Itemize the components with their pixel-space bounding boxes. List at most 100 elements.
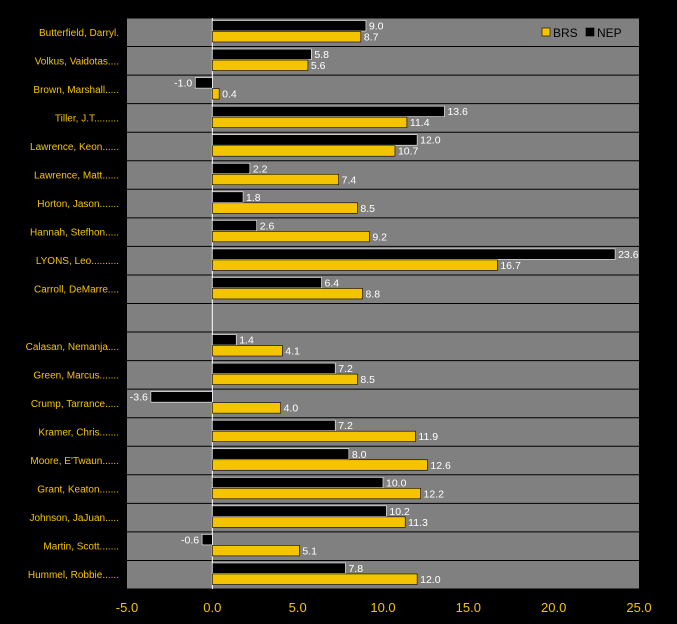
brs-value-label-horton-jason: 8.5 (360, 203, 375, 215)
nep-value-label-kramer-chris: 7.2 (338, 420, 353, 432)
nep-bar-horton-jason (212, 191, 244, 203)
nep-bar-lawrence-matt (212, 162, 251, 175)
legend: BRS NEP (533, 23, 633, 41)
brs-value-label-lawrence-matt: 7.4 (342, 174, 357, 186)
brs-value-label-moore-e-twaun: 12.6 (430, 460, 451, 472)
player-labels-group: Butterfield, Darryl. Volkus, Vaidotas....… (26, 28, 119, 581)
x-tick-label-25neg-0: 25.0 (626, 600, 651, 615)
player-label-butterfield-darryl: Butterfield, Darryl. (39, 28, 119, 39)
player-label-tiller-j-t: Tiller, J.T......... (55, 113, 119, 124)
player-label-volkus-vaidotas: Volkus, Vaidotas.... (35, 56, 119, 67)
x-tick-labels-group: -5.0 0.0 5.0 10.0 15.0 20.0 25.0 (116, 600, 652, 615)
nep-value-label-martin-scott: -0.6 (181, 534, 199, 546)
player-label-lawrence-matt: Lawrence, Matt...... (34, 171, 119, 182)
brs-value-label-kramer-chris: 11.9 (418, 431, 438, 443)
brs-value-label-hummel-robbie: 12.0 (420, 574, 441, 586)
player-label-carroll-demarre: Carroll, DeMarre.... (34, 285, 119, 296)
nep-value-label-grant-keaton: 10.0 (386, 477, 407, 489)
nep-bar-hummel-robbie (212, 562, 346, 574)
nep-value-label-lawrence-keon: 12.0 (420, 135, 441, 147)
legend-label-brs: BRS (553, 26, 578, 40)
nep-bar-kramer-chris (212, 419, 336, 432)
brs-bar-carroll-demarre (212, 288, 363, 300)
nep-value-label-crump-tarrance: -3.6 (130, 392, 148, 404)
nep-bar-hannah-stefhon (212, 220, 258, 232)
brs-value-label-tiller-j-t: 11.4 (410, 117, 430, 129)
brs-bar-hummel-robbie (212, 573, 418, 585)
nep-bar-carroll-demarre (212, 277, 322, 289)
nep-value-label-horton-jason: 1.8 (246, 192, 261, 204)
brs-bar-green-marcus (212, 373, 358, 385)
brs-bar-kramer-chris (212, 430, 416, 443)
brs-value-label-calasan-nemanja: 4.1 (285, 346, 300, 358)
nep-value-label-lyons-leo: 23.6 (618, 249, 639, 261)
nep-value-label-butterfield-darryl: 9.0 (369, 21, 384, 33)
nep-value-label-hummel-robbie: 7.8 (348, 563, 363, 575)
brs-value-label-crump-tarrance: 4.0 (284, 403, 299, 415)
brs-bar-lyons-leo (212, 259, 498, 271)
x-tick-label-10neg-0: 10.0 (370, 600, 395, 615)
nep-bar-butterfield-darryl (212, 20, 367, 32)
nep-bar-volkus-vaidotas (212, 48, 312, 60)
nep-value-label-calasan-nemanja: 1.4 (239, 335, 254, 347)
bars-group (150, 20, 616, 585)
nep-bar-crump-tarrance (150, 391, 213, 403)
brs-value-label-lawrence-keon: 10.7 (398, 146, 419, 158)
brs-bar-horton-jason (212, 202, 358, 214)
brs-value-label-volkus-vaidotas: 5.6 (311, 60, 326, 72)
player-label-green-marcus: Green, Marcus....... (33, 370, 119, 381)
nep-bar-martin-scott (201, 534, 213, 546)
brs-value-label-carroll-demarre: 8.8 (366, 288, 381, 300)
brs-value-label-hannah-stefhon: 9.2 (372, 231, 387, 243)
brs-value-label-johnson-jajuan: 11.3 (408, 517, 428, 529)
gridlines (127, 17, 639, 590)
value-labels-group: 9.08.75.85.6-1.00.413.611.412.010.72.27.… (130, 21, 639, 586)
nep-bar-johnson-jajuan (212, 505, 387, 517)
player-label-grant-keaton: Grant, Keaton....... (37, 485, 119, 496)
brs-value-label-grant-keaton: 12.2 (424, 488, 445, 500)
x-tick-label-5neg-0: 5.0 (289, 600, 307, 615)
brs-value-label-lyons-leo: 16.7 (500, 260, 521, 272)
nep-value-label-lawrence-matt: 2.2 (253, 163, 268, 175)
player-label-horton-jason: Horton, Jason....... (37, 199, 119, 210)
brs-value-label-martin-scott: 5.1 (302, 545, 317, 557)
nep-bar-lyons-leo (212, 248, 616, 260)
player-label-kramer-chris: Kramer, Chris....... (38, 427, 119, 438)
nep-bar-lawrence-keon (212, 134, 418, 146)
player-label-moore-e-twaun: Moore, E'Twaun...... (30, 456, 119, 467)
legend-background (533, 23, 633, 41)
nep-value-label-johnson-jajuan: 10.2 (389, 506, 410, 518)
player-label-lawrence-keon: Lawrence, Keon...... (30, 142, 119, 153)
nep-bar-tiller-j-t (212, 105, 445, 117)
nep-bar-green-marcus (212, 362, 336, 374)
legend-swatch-brs (541, 27, 551, 37)
nep-value-label-tiller-j-t: 13.6 (447, 106, 468, 118)
brs-bar-grant-keaton (212, 487, 421, 500)
player-label-lyons-leo: LYONS, Leo.......... (36, 256, 119, 267)
brs-bar-martin-scott (212, 545, 300, 557)
legend-label-nep: NEP (597, 26, 622, 40)
nep-value-label-moore-e-twaun: 8.0 (352, 449, 367, 461)
x-tick-label-neg-5-0: -5.0 (116, 600, 138, 615)
brs-bar-johnson-jajuan (212, 516, 406, 528)
brs-bar-lawrence-matt (212, 173, 339, 186)
nep-value-label-hannah-stefhon: 2.6 (260, 220, 275, 232)
brs-bar-volkus-vaidotas (212, 59, 309, 71)
player-label-calasan-nemanja: Calasan, Nemanja.... (26, 342, 119, 353)
brs-bar-tiller-j-t (212, 116, 408, 128)
brs-value-label-brown-marshall: 0.4 (222, 89, 237, 101)
brs-value-label-butterfield-darryl: 8.7 (364, 32, 379, 44)
brs-bar-butterfield-darryl (212, 31, 362, 43)
player-label-hummel-robbie: Hummel, Robbie...... (28, 570, 119, 581)
nep-value-label-green-marcus: 7.2 (338, 363, 353, 375)
brs-bar-calasan-nemanja (212, 345, 283, 357)
x-tick-label-20neg-0: 20.0 (541, 600, 566, 615)
nep-bar-moore-e-twaun (212, 448, 350, 460)
nep-value-label-volkus-vaidotas: 5.8 (314, 49, 329, 61)
player-label-martin-scott: Martin, Scott....... (43, 542, 119, 553)
player-label-johnson-jajuan: Johnson, JaJuan..... (29, 513, 119, 524)
nep-bar-brown-marshall (194, 77, 213, 89)
brs-bar-hannah-stefhon (212, 231, 370, 243)
player-label-brown-marshall: Brown, Marshall..... (33, 85, 119, 96)
